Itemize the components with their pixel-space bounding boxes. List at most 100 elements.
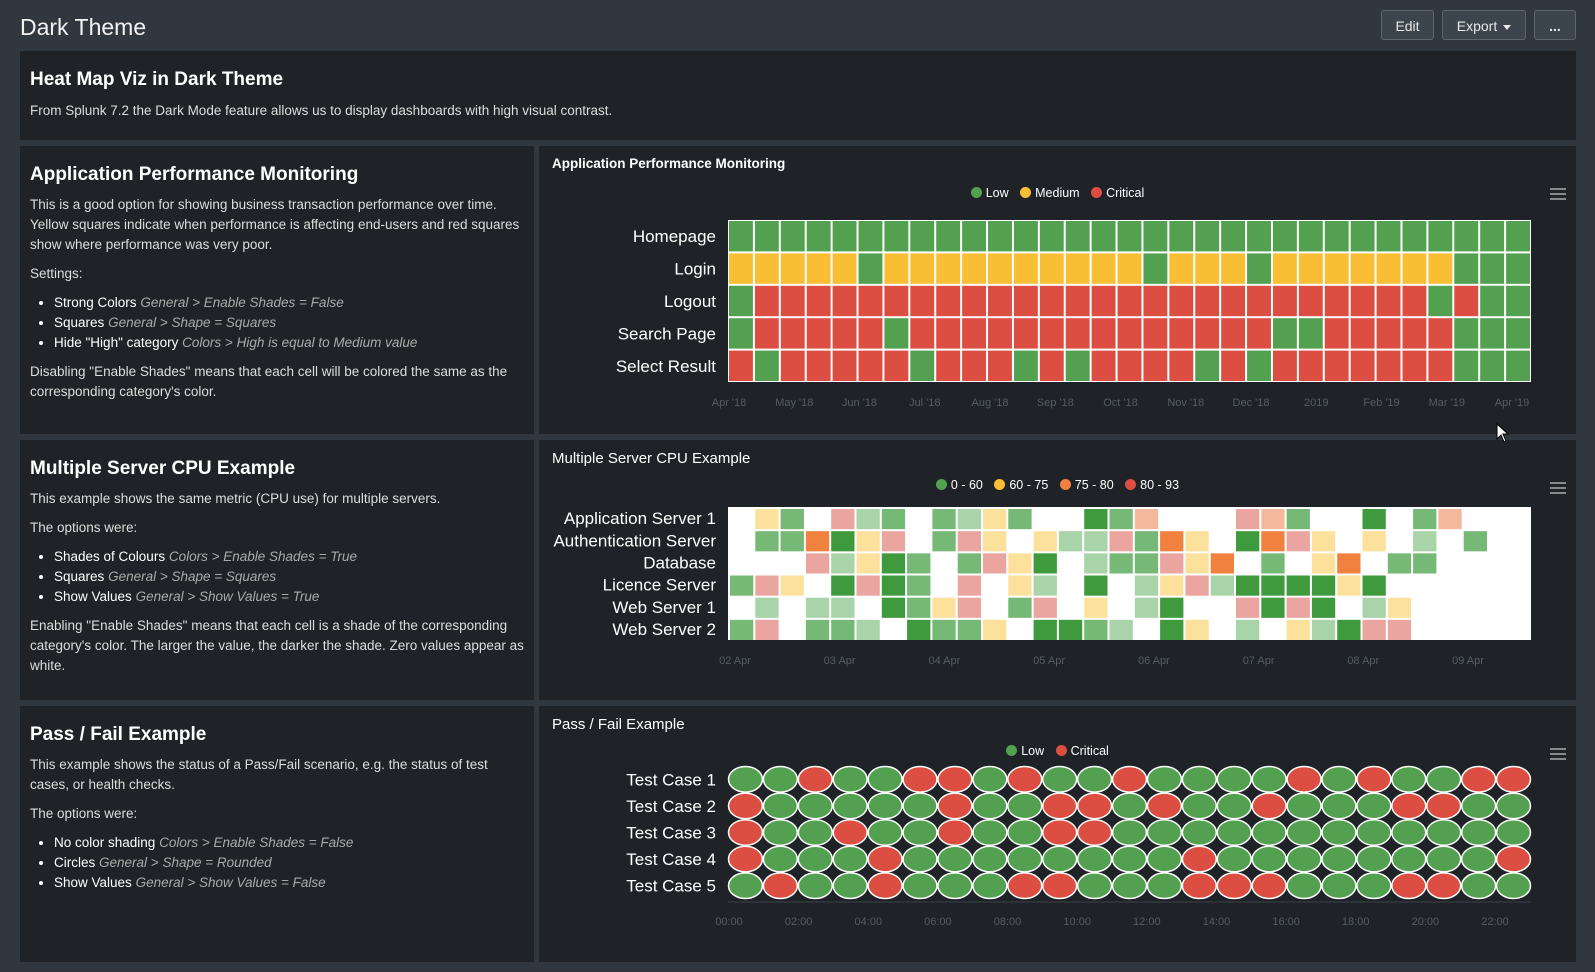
heatmap-cell <box>1091 318 1116 349</box>
heatmap-cell <box>1058 619 1083 640</box>
heatmap-circle <box>902 818 938 847</box>
heatmap-cell <box>754 221 779 252</box>
heatmap-circle <box>1356 845 1392 873</box>
more-actions-button[interactable]: ... <box>1534 10 1576 40</box>
heatmap-circle <box>902 765 938 793</box>
heatmap-cell <box>1195 318 1220 349</box>
heatmap-circle <box>832 792 868 820</box>
heatmap-circle <box>1041 818 1078 847</box>
heatmap-cell <box>1362 575 1386 596</box>
heatmap-circle <box>972 872 1008 900</box>
heatmap-cell <box>1221 318 1246 349</box>
heatmap-cell <box>754 318 779 349</box>
heatmap-cell <box>1185 553 1209 574</box>
heatmap-cell <box>831 553 855 574</box>
heatmap-cell <box>832 285 857 317</box>
heatmap-cell <box>856 619 880 640</box>
heatmap-cell <box>932 619 956 640</box>
heatmap-cell <box>1428 221 1453 252</box>
heatmap-cell <box>1272 221 1297 252</box>
heatmap-circle <box>1321 765 1357 793</box>
x-tick-label: 20:00 <box>1412 916 1440 928</box>
heatmap-cell <box>1117 285 1142 317</box>
heatmap-cell <box>1065 350 1090 381</box>
cpu-note: Enabling "Enable Shades" means that each… <box>30 618 524 673</box>
heatmap-circle <box>1391 818 1427 847</box>
heatmap-cell <box>858 318 883 349</box>
heatmap-cell <box>1008 597 1032 618</box>
heatmap-cell <box>1210 553 1234 574</box>
heatmap-circle <box>1460 765 1497 793</box>
heatmap-cell <box>1247 318 1271 349</box>
heatmap-cell <box>1311 619 1336 640</box>
heatmap-cell <box>983 553 1007 574</box>
heatmap-cell <box>1143 253 1168 284</box>
heatmap-cell <box>1247 253 1271 284</box>
heatmap-cell <box>729 350 753 381</box>
cpu-options-label: The options were: <box>30 520 138 535</box>
chart-menu-icon[interactable] <box>1550 482 1566 494</box>
heatmap-cell <box>1109 531 1133 552</box>
chart-menu-icon[interactable] <box>1550 188 1566 200</box>
heatmap-cell <box>936 318 961 349</box>
heatmap-circle <box>1041 872 1078 900</box>
heatmap-cell <box>1438 509 1462 530</box>
x-tick-label: May '18 <box>775 397 813 409</box>
heatmap-circle <box>1460 792 1497 820</box>
heatmap-cell <box>831 619 855 640</box>
heatmap-cell <box>1413 553 1437 574</box>
heatmap-circle <box>902 792 938 820</box>
heatmap-cell <box>805 619 830 640</box>
heatmap-cell <box>755 531 779 552</box>
heatmap-cell <box>1013 221 1038 252</box>
edit-button[interactable]: Edit <box>1381 10 1434 40</box>
list-item: Squares General > Shape = Squares <box>54 567 524 587</box>
heatmap-cell <box>1272 285 1297 317</box>
heatmap-circle <box>1181 845 1218 873</box>
heatmap-cell <box>1311 597 1336 618</box>
heatmap-cell <box>881 597 906 618</box>
legend-item-low: Low <box>970 186 1009 200</box>
heatmap-cell <box>1298 318 1323 349</box>
heatmap-cell <box>755 575 779 596</box>
heatmap-circle <box>1111 818 1148 847</box>
heatmap-cell <box>1387 619 1412 640</box>
heatmap-cell <box>1402 253 1427 284</box>
heatmap-cell <box>1454 221 1479 252</box>
heatmap-cell <box>1091 350 1116 381</box>
heatmap-circle <box>832 818 868 847</box>
heatmap-cell <box>1084 597 1108 618</box>
heatmap-cell <box>1065 221 1090 252</box>
heatmap-cell <box>1480 221 1505 252</box>
heatmap-circle <box>1251 845 1287 873</box>
heatmap-circle <box>1391 845 1427 873</box>
legend-item-0-60: 0 - 60 <box>935 478 983 492</box>
heatmap-circle <box>1286 872 1322 900</box>
chart-menu-icon[interactable] <box>1550 748 1566 760</box>
x-tick-label: 12:00 <box>1133 916 1161 928</box>
heatmap-cell <box>1033 553 1057 574</box>
heatmap-cell <box>1350 318 1375 349</box>
x-tick-label: 18:00 <box>1342 916 1370 928</box>
heatmap-circle <box>1426 872 1462 900</box>
heatmap-cell <box>988 318 1012 349</box>
heatmap-cell <box>832 253 857 284</box>
heatmap-cell <box>754 350 779 381</box>
heatmap-circle <box>1146 765 1183 793</box>
heatmap-cell <box>884 318 909 349</box>
heatmap-cell <box>831 509 855 530</box>
heatmap-cell <box>1286 575 1310 596</box>
heatmap-cell <box>988 253 1012 284</box>
heatmap-circle <box>1076 845 1113 873</box>
heatmap-circle <box>832 845 868 873</box>
heatmap-cell <box>1065 285 1090 317</box>
heatmap-cell <box>856 531 880 552</box>
heatmap-cell <box>1298 285 1323 317</box>
x-tick-label: Aug '18 <box>972 397 1009 409</box>
heatmap-cell <box>907 553 931 574</box>
heatmap-circle <box>972 765 1008 793</box>
heatmap-cell <box>780 285 805 317</box>
heatmap-cell <box>1463 531 1487 552</box>
apm-chart-panel: Application Performance Monitoring Low M… <box>539 146 1576 434</box>
export-button[interactable]: Export <box>1442 10 1526 40</box>
